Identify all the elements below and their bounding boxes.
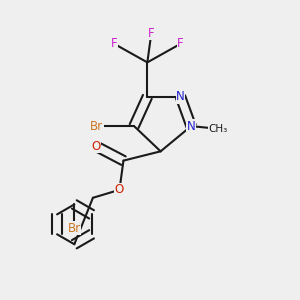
Text: CH₃: CH₃ bbox=[208, 124, 227, 134]
Text: F: F bbox=[177, 37, 184, 50]
Text: O: O bbox=[115, 183, 124, 196]
Text: F: F bbox=[111, 37, 118, 50]
Text: O: O bbox=[91, 140, 100, 152]
Text: F: F bbox=[148, 27, 154, 40]
Text: N: N bbox=[187, 120, 196, 133]
Text: Br: Br bbox=[90, 120, 104, 133]
Text: N: N bbox=[176, 90, 185, 104]
Text: Br: Br bbox=[68, 222, 81, 235]
